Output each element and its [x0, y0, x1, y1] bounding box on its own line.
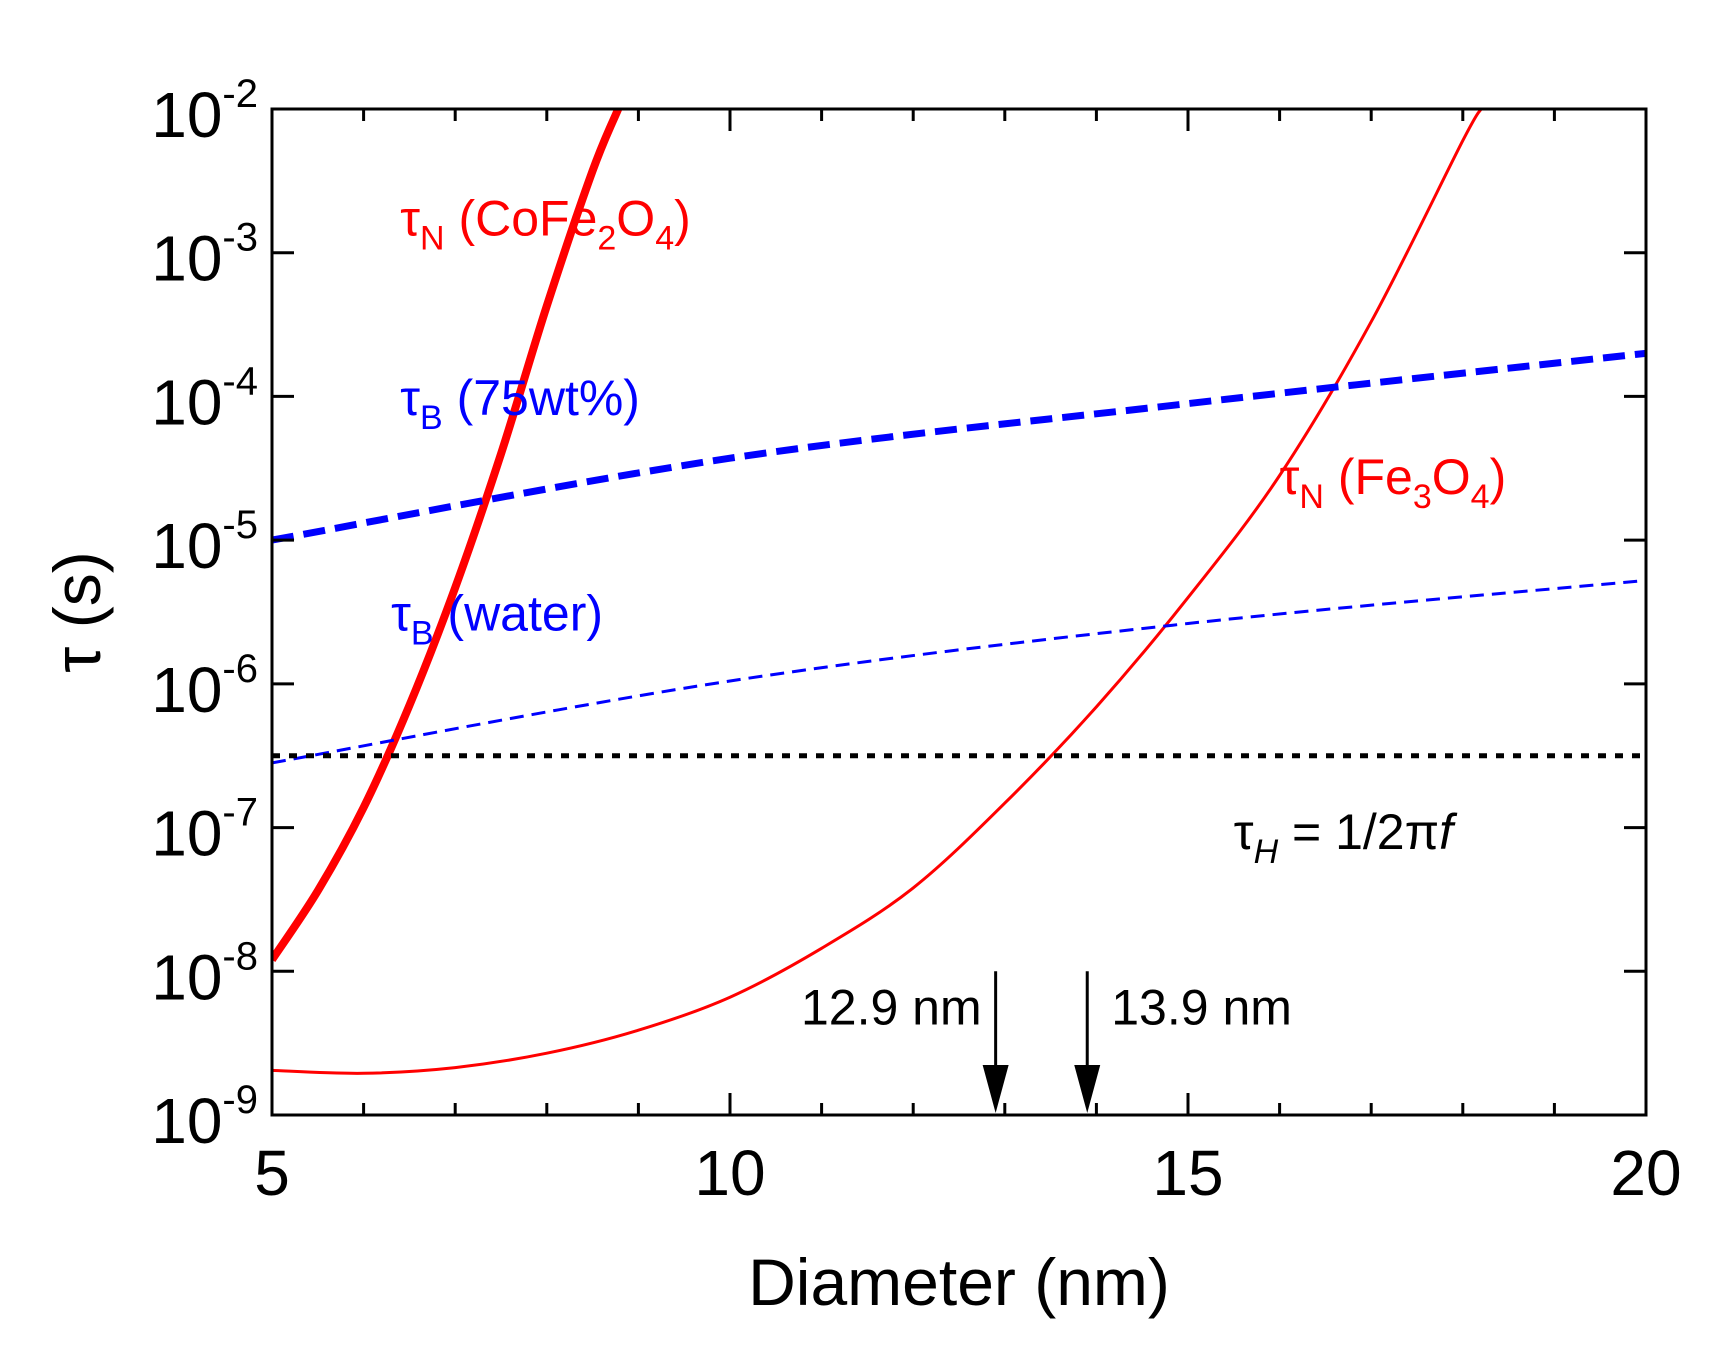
- series-tau-N-CoFe2O4: [272, 109, 622, 963]
- ticks-layer: 5 10 15 20 10-9 10-8 10-7 10-6 10-5 10-4 10-3 10-2: [151, 72, 1681, 1209]
- y-tick-label: 10-5: [151, 503, 258, 582]
- diameter-marker-label-1: 12.9 nm: [801, 979, 982, 1035]
- label-tau-b-water: τB (water): [391, 586, 603, 653]
- x-tick-label: 10: [694, 1137, 765, 1209]
- series-tau-B-water: [272, 578, 1646, 765]
- y-tick-label: 10-8: [151, 934, 258, 1013]
- y-tick-label: 10-4: [151, 359, 258, 438]
- label-tau-n-cofe2o4: τN (CoFe2O4): [400, 190, 691, 257]
- y-tick-label: 10-6: [151, 647, 258, 726]
- x-tick-label: 5: [254, 1137, 290, 1209]
- label-tau-h: τH = 1/2πf: [1234, 804, 1458, 871]
- y-tick-label: 10-9: [151, 1078, 258, 1157]
- arrow-head-2: [1074, 1065, 1101, 1113]
- label-tau-b-75wt: τB (75wt%): [400, 370, 640, 437]
- series-tau-N-Fe3O4: [272, 109, 1483, 1075]
- label-tau-n-fe3o4: τN (Fe3O4): [1280, 449, 1507, 516]
- y-tick-label: 10-2: [151, 72, 258, 151]
- annotation-layer: τN (CoFe2O4) τB (75wt%) τN (Fe3O4) τB (wate…: [391, 190, 1506, 871]
- series-tau-B-75wt: [272, 349, 1646, 544]
- series-layer: [272, 109, 1646, 1075]
- x-axis-title: Diameter (nm): [748, 1245, 1170, 1319]
- y-axis-title: τ (s): [40, 551, 114, 672]
- plot-frame: [270, 107, 1648, 1117]
- arrow-head-1: [982, 1065, 1009, 1113]
- x-tick-label: 20: [1610, 1137, 1681, 1209]
- diameter-marker-label-2: 13.9 nm: [1111, 979, 1292, 1035]
- marker-layer: 12.9 nm 13.9 nm: [801, 971, 1292, 1113]
- y-tick-label: 10-7: [151, 791, 258, 870]
- x-tick-label: 15: [1152, 1137, 1223, 1209]
- y-tick-label: 10-3: [151, 216, 258, 295]
